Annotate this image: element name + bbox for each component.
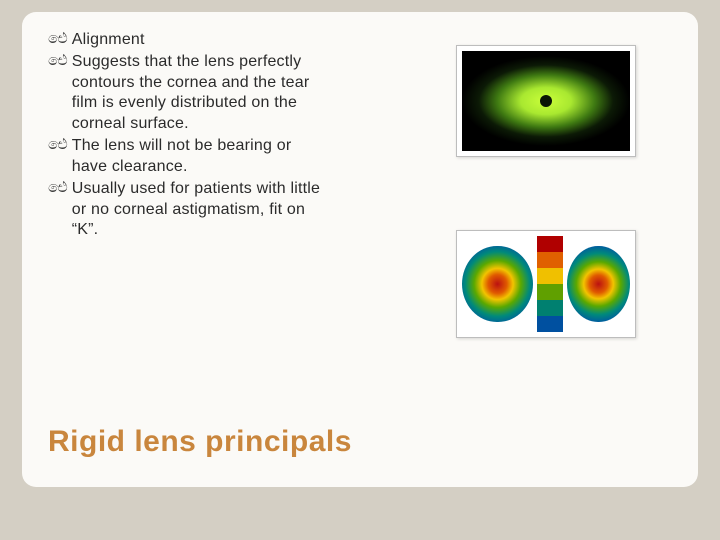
- list-item: ඓ The lens will not be bearing or have c…: [48, 136, 328, 177]
- list-item: ඓ Alignment: [48, 30, 328, 50]
- bullet-icon: ඓ: [48, 30, 68, 50]
- list-item: ඓ Suggests that the lens perfectly conto…: [48, 52, 328, 134]
- bullet-icon: ඓ: [48, 52, 68, 72]
- figure-fluorescein: [456, 45, 636, 157]
- bullet-text: Alignment: [72, 30, 145, 50]
- bullet-text: Suggests that the lens perfectly contour…: [72, 52, 328, 134]
- fluorescein-eye-graphic: [462, 51, 630, 151]
- bullet-text: The lens will not be bearing or have cle…: [72, 136, 328, 177]
- topo-map-right: [567, 246, 630, 323]
- figure-topography: [456, 230, 636, 338]
- bullet-icon: ඓ: [48, 179, 68, 199]
- topo-scale-bar: [537, 236, 564, 332]
- bullet-list: ඓ Alignment ඓ Suggests that the lens per…: [48, 30, 328, 241]
- page-title: Rigid lens principals: [48, 425, 352, 459]
- bullet-text: Usually used for patients with little or…: [72, 179, 328, 240]
- bullet-icon: ඓ: [48, 136, 68, 156]
- topo-map-left: [462, 246, 533, 323]
- list-item: ඓ Usually used for patients with little …: [48, 179, 328, 240]
- topography-graphic: [462, 236, 630, 332]
- slide-panel: ඓ Alignment ඓ Suggests that the lens per…: [22, 12, 698, 487]
